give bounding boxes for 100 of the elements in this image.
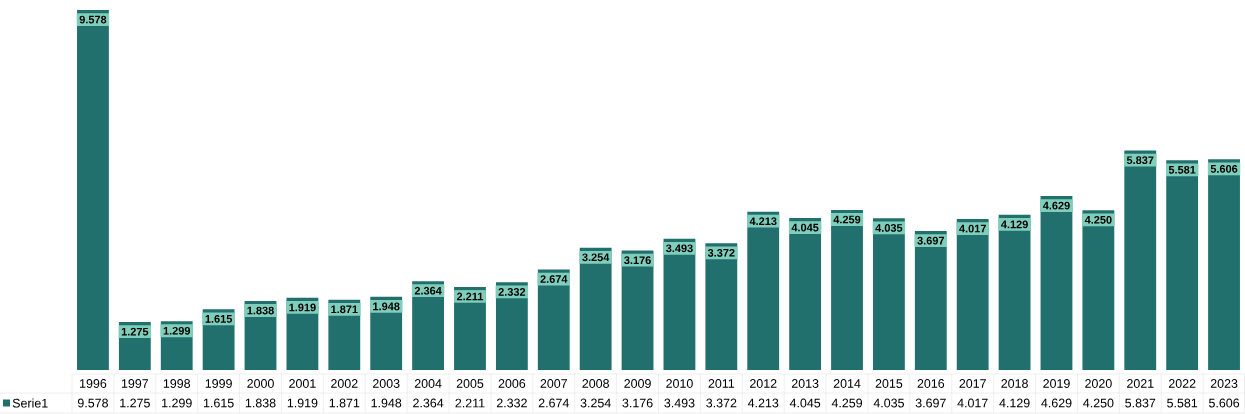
bar (914, 231, 947, 370)
text: 2.674 (540, 275, 568, 283)
x-tick-label: 2018 (1001, 379, 1028, 388)
text: 3.372 (707, 248, 735, 257)
data-label: 2.364 (413, 398, 444, 408)
text: 4.213 (749, 217, 777, 226)
text: 1.948 (373, 302, 400, 311)
x-tick-label: 2016 (917, 379, 945, 388)
data-label: 1.299 (162, 398, 192, 408)
data-label: 4.045 (789, 398, 821, 408)
data-label: 1.948 (371, 398, 402, 408)
bar (747, 211, 780, 370)
text: 1.871 (331, 305, 358, 314)
data-label: 4.259 (831, 398, 863, 408)
x-tick-label: 2000 (247, 379, 274, 388)
data-label: 2.332 (496, 398, 527, 408)
x-tick-label: 2014 (833, 379, 861, 388)
data-label: 5.606 (1208, 398, 1240, 408)
bar (1082, 210, 1115, 370)
x-tick-label: 1998 (163, 379, 191, 388)
data-label: 5.581 (1167, 398, 1198, 408)
bar (789, 217, 822, 370)
legend-label: Serie1 (12, 398, 48, 408)
x-tick-label: 2008 (582, 379, 609, 388)
text: 1.275 (121, 327, 149, 336)
text: 4.035 (875, 224, 903, 232)
text: 9.578 (79, 15, 107, 24)
x-tick-label: 1999 (205, 379, 232, 388)
x-tick-label: 1997 (121, 379, 149, 388)
text: 2.211 (456, 292, 484, 301)
x-tick-label: 2013 (791, 379, 819, 388)
data-label: 2.211 (455, 398, 485, 408)
text: 4.629 (1042, 201, 1070, 210)
data-label: 5.837 (1125, 398, 1156, 408)
data-label: 4.035 (873, 398, 904, 408)
text: 4.259 (833, 215, 861, 224)
x-tick-label: 2012 (750, 379, 777, 388)
x-tick-label: 2020 (1085, 379, 1112, 388)
data-label: 4.629 (1041, 398, 1072, 408)
data-label: 1.275 (120, 398, 150, 408)
data-label: 3.493 (664, 398, 695, 408)
x-tick-label: 2001 (289, 379, 316, 388)
x-tick-label: 2009 (624, 379, 651, 388)
bar (621, 250, 654, 370)
text: 3.697 (917, 236, 945, 245)
text: 3.254 (582, 253, 610, 262)
text: 3.176 (624, 256, 651, 265)
x-tick-label: 2015 (875, 379, 903, 388)
text: 1.838 (247, 306, 274, 315)
text: 4.250 (1084, 215, 1112, 224)
text: 5.606 (1210, 165, 1238, 173)
x-tick-label: 2004 (414, 379, 442, 388)
x-tick-label: 2010 (666, 379, 693, 388)
x-tick-label: 2021 (1127, 379, 1154, 388)
bar (705, 243, 738, 370)
data-label: 1.838 (245, 398, 276, 408)
data-label: 1.919 (287, 398, 318, 408)
data-label: 2.674 (538, 398, 569, 408)
data-label: 1.871 (329, 398, 360, 408)
data-label: 3.176 (622, 398, 653, 408)
x-tick-label: 2005 (456, 379, 484, 388)
bar (663, 238, 696, 370)
text: 1.299 (163, 326, 191, 335)
bar (77, 9, 109, 370)
bar (831, 209, 863, 370)
text: 2.332 (498, 288, 526, 296)
text: 4.129 (1001, 220, 1028, 229)
bar (1166, 160, 1199, 370)
data-label: 3.372 (706, 398, 737, 408)
x-tick-label: 2002 (331, 379, 358, 388)
x-tick-label: 2003 (372, 379, 400, 388)
data-label: 3.254 (580, 398, 611, 408)
x-tick-label: 2017 (959, 379, 986, 388)
text: 5.837 (1126, 156, 1154, 165)
bar (579, 247, 612, 370)
x-tick-label: 1996 (80, 379, 107, 388)
data-label: 4.213 (747, 398, 779, 408)
x-tick-label: 2006 (498, 379, 526, 388)
x-tick-label: 2023 (1210, 379, 1238, 388)
x-tick-label: 2019 (1043, 379, 1070, 388)
text: 1.615 (205, 315, 233, 323)
bar (1040, 196, 1073, 370)
bar (1124, 150, 1157, 370)
bar (872, 218, 905, 370)
data-label: 1.615 (203, 398, 234, 408)
x-tick-label: 2011 (708, 379, 735, 388)
text: 4.017 (959, 224, 986, 233)
x-tick-label: 2007 (540, 379, 567, 388)
bar (1208, 159, 1240, 370)
bar (998, 214, 1031, 370)
data-label: 4.017 (957, 398, 988, 408)
text: 2.364 (414, 286, 442, 295)
bar (956, 219, 989, 370)
data-label: 9.578 (77, 398, 108, 408)
text: 3.493 (665, 244, 693, 253)
data-label: 3.697 (915, 398, 946, 408)
data-label: 4.250 (1083, 398, 1114, 408)
text: 5.581 (1168, 165, 1196, 174)
x-tick-label: 2022 (1168, 379, 1196, 388)
text: 1.919 (289, 303, 316, 312)
